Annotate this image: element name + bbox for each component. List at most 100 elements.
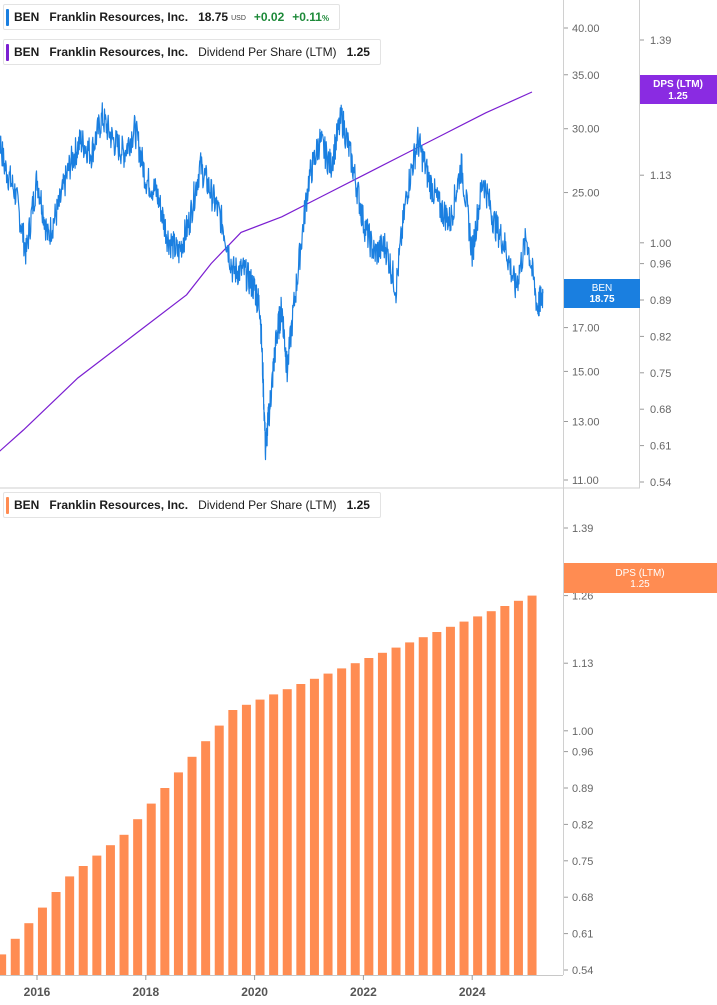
- x-tick-label: 2022: [350, 985, 377, 999]
- legend-dps-top[interactable]: BEN Franklin Resources, Inc. Dividend Pe…: [3, 39, 381, 65]
- dps-bar: [418, 637, 428, 975]
- dps-bar: [445, 626, 455, 975]
- dps-axis: 1.39 1.13 1.00 0.96 0.89 0.82 0.75 0.68 0.61 0.54: [640, 35, 671, 489]
- dps-axis-tick-label: 0.75: [650, 368, 671, 380]
- dps-bar: [459, 621, 469, 975]
- bottom-axis-tick-label: 0.96: [572, 747, 593, 759]
- legend-dps-top-label: Dividend Per Share (LTM): [198, 45, 337, 59]
- price-axis-tick-label: 35.00: [572, 70, 600, 82]
- price-axis-tick-label: 15.00: [572, 366, 600, 378]
- bottom-axis-tick-label: 1.13: [572, 658, 593, 670]
- dps-badge-bottom-label: DPS (LTM): [615, 568, 664, 579]
- dps-bar: [364, 658, 374, 975]
- dps-bar: [350, 663, 360, 975]
- dps-line: [0, 91, 533, 452]
- bottom-axis-tick-label: 0.54: [572, 965, 593, 977]
- dps-bar: [133, 819, 143, 975]
- bottom-axis-tick-label: 0.82: [572, 819, 593, 831]
- dps-bar: [187, 756, 197, 975]
- price-axis-tick-label: 13.00: [572, 417, 600, 429]
- legend-dps-bottom[interactable]: BEN Franklin Resources, Inc. Dividend Pe…: [3, 492, 381, 518]
- legend-price-name: Franklin Resources, Inc.: [49, 10, 189, 24]
- x-tick-label: 2016: [24, 985, 51, 999]
- dps-bar: [201, 741, 211, 975]
- legend-dps-top-value: 1.25: [346, 45, 370, 59]
- dps-bar: [24, 923, 34, 975]
- dps-axis-tick-label: 0.82: [650, 331, 671, 343]
- legend-price-change: +0.02: [253, 10, 285, 24]
- bottom-axis-tick-label: 0.61: [572, 929, 593, 941]
- dps-bar: [337, 668, 347, 975]
- bottom-axis-tick-label: 0.68: [572, 892, 593, 904]
- legend-price-swatch: [6, 9, 9, 26]
- dps-bar: [65, 876, 75, 975]
- price-badge: BEN 18.75: [564, 279, 640, 308]
- dps-bar: [10, 938, 20, 975]
- dps-bar: [282, 689, 292, 975]
- dps-bar: [486, 611, 496, 975]
- legend-dps-bottom-label: Dividend Per Share (LTM): [198, 498, 337, 512]
- legend-dps-top-swatch: [6, 44, 9, 61]
- dps-axis-tick-label: 0.61: [650, 441, 671, 453]
- dps-bar: [309, 678, 319, 975]
- legend-dps-bottom-name: Franklin Resources, Inc.: [49, 498, 189, 512]
- dps-badge-top-value: 1.25: [668, 91, 688, 102]
- legend-dps-bottom-value: 1.25: [346, 498, 370, 512]
- dps-badge-bottom-value: 1.25: [630, 579, 650, 590]
- bottom-axis-tick-label: 1.00: [572, 726, 593, 738]
- dps-bar: [146, 803, 156, 975]
- legend-price-change-pct: +0.11%: [292, 10, 330, 24]
- dps-badge-top-label: DPS (LTM): [653, 79, 703, 90]
- dps-bar: [228, 710, 238, 975]
- bottom-axis-tick-label: 0.75: [572, 856, 593, 868]
- dps-bar: [500, 606, 510, 975]
- dps-bar: [391, 647, 401, 975]
- dps-axis-tick-label: 1.39: [650, 35, 671, 47]
- dps-bar: [214, 725, 224, 975]
- dps-axis-tick-label: 0.89: [650, 295, 671, 307]
- dps-axis-tick-label: 0.96: [650, 259, 671, 271]
- dps-badge-bottom: DPS (LTM) 1.25: [564, 563, 717, 593]
- x-tick-label: 2018: [132, 985, 159, 999]
- legend-price-ticker: BEN: [14, 10, 40, 24]
- x-tick-label: 2024: [459, 985, 486, 999]
- bottom-axis-tick-label: 1.39: [572, 523, 593, 535]
- dps-axis-tick-label: 0.68: [650, 404, 671, 416]
- price-line: [0, 102, 544, 461]
- x-tick-label: 2020: [241, 985, 268, 999]
- dps-bar: [160, 788, 170, 975]
- dps-bar: [432, 632, 442, 975]
- bottom-axis-tick-label: 1.26: [572, 591, 593, 603]
- bottom-axis: 1.39 1.26 1.13 1.00 0.96 0.89 0.82 0.75 0.68 0.61…: [564, 523, 593, 977]
- price-axis: 40.0035.0030.0025.0019.0017.0015.0013.00…: [564, 23, 600, 487]
- legend-dps-top-ticker: BEN: [14, 45, 40, 59]
- price-axis-tick-label: 11.00: [572, 475, 599, 487]
- legend-dps-bottom-ticker: BEN: [14, 498, 40, 512]
- dps-bar: [37, 907, 47, 975]
- dps-bar: [255, 699, 265, 975]
- dps-bar: [0, 954, 7, 975]
- x-axis: 2016 2018 2020 2022 2024: [24, 975, 486, 999]
- dps-bar: [241, 704, 251, 975]
- legend-price[interactable]: BEN Franklin Resources, Inc. 18.75 USD +…: [3, 4, 341, 30]
- dps-bar: [51, 892, 61, 975]
- dps-bar: [405, 642, 415, 975]
- dps-bar: [527, 595, 537, 975]
- dps-bar: [513, 600, 523, 975]
- legend-price-currency: USD: [231, 15, 246, 22]
- legend-dps-top-name: Franklin Resources, Inc.: [49, 45, 189, 59]
- dps-axis-tick-label: 1.13: [650, 170, 671, 182]
- dps-bar: [173, 772, 183, 975]
- legend-dps-bottom-swatch: [6, 497, 9, 514]
- dps-bar: [269, 694, 279, 975]
- legend-price-value: 18.75: [198, 10, 229, 24]
- dps-bar: [105, 845, 115, 975]
- dps-bar: [78, 866, 88, 975]
- bottom-axis-tick-label: 0.89: [572, 783, 593, 795]
- dps-axis-tick-label: 1.00: [650, 238, 671, 250]
- price-badge-ticker: BEN: [592, 283, 613, 294]
- dps-bar: [92, 855, 102, 975]
- dps-badge-top: DPS (LTM) 1.25: [640, 75, 717, 104]
- price-badge-value: 18.75: [589, 294, 614, 305]
